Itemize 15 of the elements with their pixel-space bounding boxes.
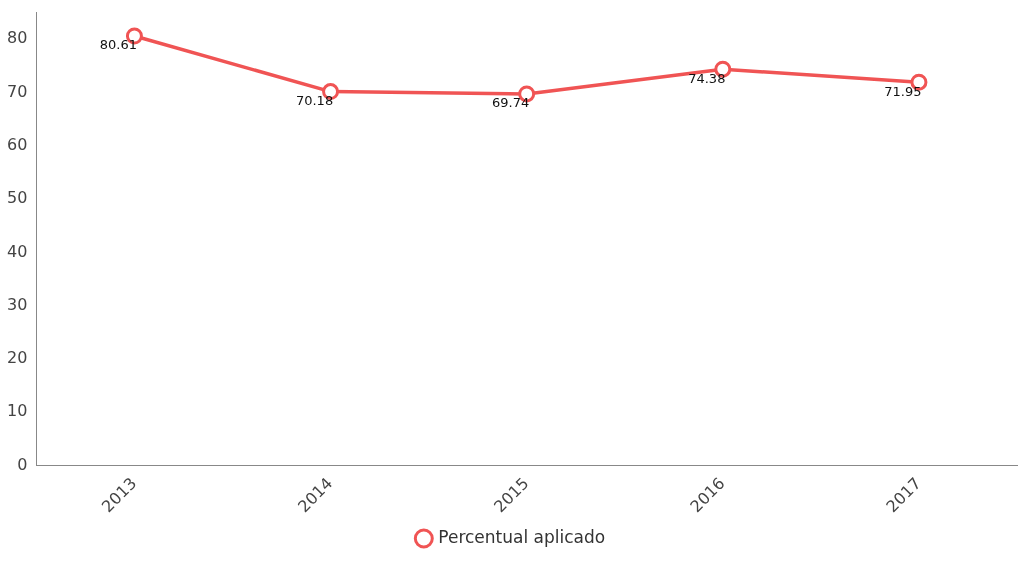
- y-tick-label: 80: [7, 28, 28, 48]
- y-tick-label: 0: [17, 454, 28, 474]
- y-tick-label: 60: [7, 135, 28, 154]
- data-label: 74.38: [688, 70, 726, 86]
- y-tick-label: 20: [7, 348, 28, 368]
- y-tick-label: 10: [7, 401, 28, 421]
- y-tick-label: 40: [7, 241, 28, 261]
- y-tick-label: 30: [7, 294, 28, 314]
- data-label: 70.18: [295, 92, 334, 108]
- data-label: 71.95: [884, 83, 922, 99]
- y-tick-label: 70: [7, 81, 28, 101]
- data-label: 69.74: [492, 95, 530, 111]
- data-label: 80.61: [99, 37, 138, 53]
- legend-label: Percentual aplicado: [438, 526, 606, 547]
- y-tick-label: 50: [7, 188, 28, 208]
